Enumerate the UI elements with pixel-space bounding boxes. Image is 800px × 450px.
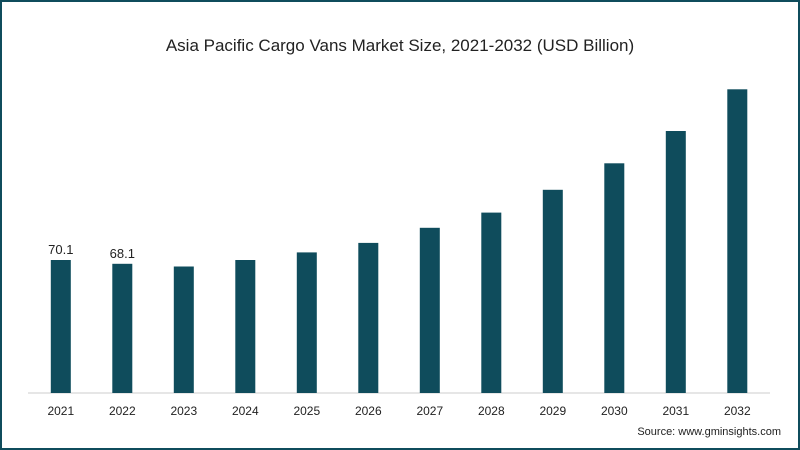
data-labels-group: 70.1 68.1 bbox=[48, 242, 135, 261]
bar-2021 bbox=[50, 260, 71, 393]
bar-2024 bbox=[235, 260, 256, 393]
x-tick-label-2031: 2031 bbox=[662, 404, 689, 418]
chart-title: Asia Pacific Cargo Vans Market Size, 202… bbox=[165, 36, 635, 55]
bar-2027 bbox=[419, 227, 440, 393]
x-tick-label-2023: 2023 bbox=[170, 404, 197, 418]
bar-2022 bbox=[112, 263, 133, 393]
x-tick-label-2021: 2021 bbox=[47, 404, 74, 418]
x-tick-label-2025: 2025 bbox=[293, 404, 320, 418]
x-tick-label-2022: 2022 bbox=[109, 404, 136, 418]
x-tick-label-2028: 2028 bbox=[478, 404, 505, 418]
bar-2028 bbox=[481, 212, 502, 393]
bar-2025 bbox=[296, 252, 317, 393]
bar-2029 bbox=[542, 189, 563, 393]
bar-2026 bbox=[358, 242, 379, 393]
x-tick-labels-group: 2021 2022 2023 2024 2025 2026 2027 2028 2029 2030… bbox=[47, 404, 751, 418]
data-label-2022: 68.1 bbox=[110, 246, 135, 261]
x-tick-label-2029: 2029 bbox=[539, 404, 566, 418]
x-tick-label-2027: 2027 bbox=[416, 404, 443, 418]
x-tick-label-2032: 2032 bbox=[724, 404, 751, 418]
bar-2023 bbox=[173, 266, 194, 393]
x-tick-label-2030: 2030 bbox=[601, 404, 628, 418]
bar-2030 bbox=[604, 163, 625, 393]
bars-group bbox=[50, 89, 748, 394]
bar-2032 bbox=[727, 89, 748, 394]
x-tick-label-2024: 2024 bbox=[232, 404, 259, 418]
x-tick-label-2026: 2026 bbox=[355, 404, 382, 418]
data-label-2021: 70.1 bbox=[48, 242, 73, 257]
source-note: Source: www.gminsights.com bbox=[637, 426, 781, 438]
bar-2031 bbox=[665, 131, 686, 393]
